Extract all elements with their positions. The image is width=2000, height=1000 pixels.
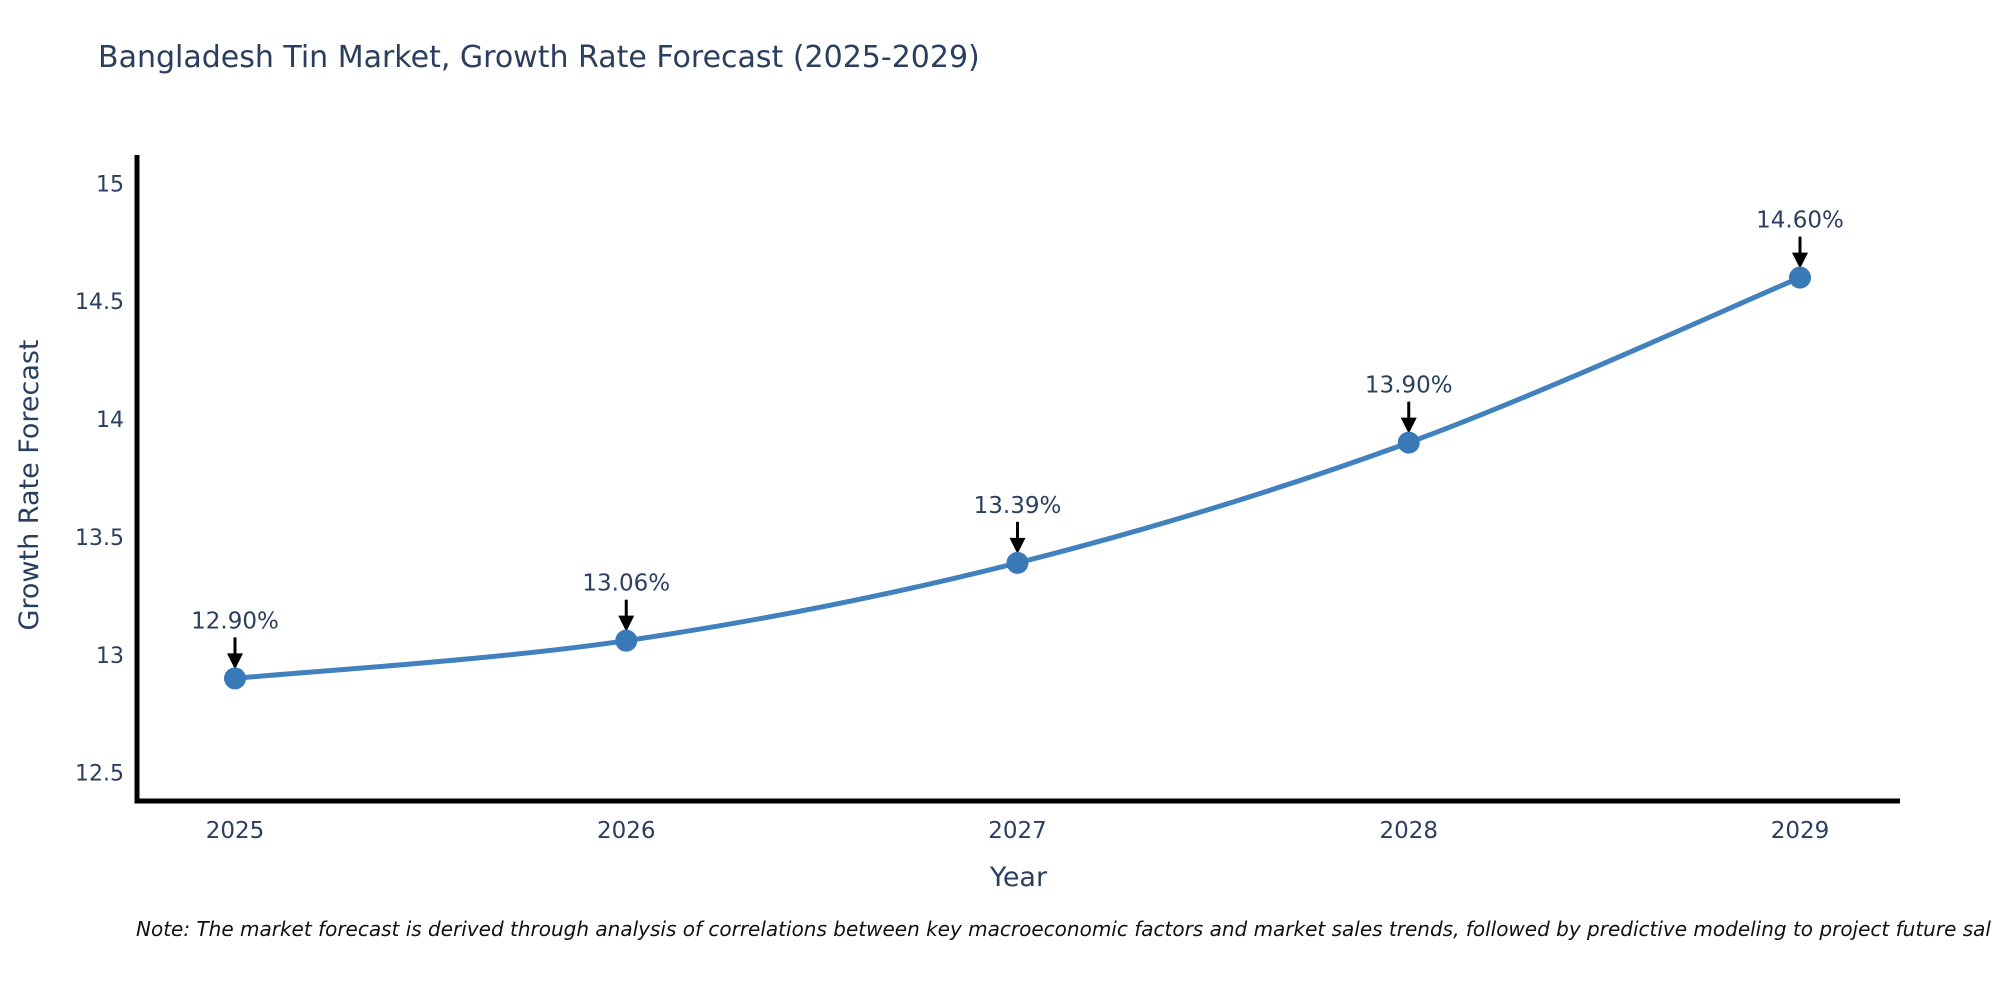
annotation-arrow-head-2027 bbox=[1009, 537, 1026, 554]
annotation-arrow-head-2028 bbox=[1400, 417, 1417, 434]
annotation-arrow-head-2026 bbox=[618, 615, 635, 632]
axis-lines bbox=[134, 155, 1900, 804]
x-tick-label-2026: 2026 bbox=[597, 818, 656, 844]
y-tick-label-15: 15 bbox=[96, 172, 124, 197]
x-tick-label-2025: 2025 bbox=[206, 818, 265, 844]
annotation-arrow-head-2029 bbox=[1792, 252, 1808, 269]
data-point-2029[interactable] bbox=[1789, 266, 1811, 289]
y-axis-title: Growth Rate Forecast bbox=[14, 339, 45, 630]
y-tick-label-13: 13 bbox=[96, 644, 124, 669]
x-tick-label-2029: 2029 bbox=[1771, 818, 1830, 844]
annotation-label-2029: 14.60% bbox=[1756, 208, 1844, 234]
y-tick-label-14: 14 bbox=[96, 408, 124, 433]
footnote: Note: The market forecast is derived thr… bbox=[136, 917, 1991, 941]
data-point-2028[interactable] bbox=[1397, 431, 1420, 454]
y-tick-label-12.5: 12.5 bbox=[75, 762, 124, 787]
annotation-arrow-head-2025 bbox=[227, 653, 243, 670]
x-axis-title: Year bbox=[989, 862, 1048, 893]
chart-title: Bangladesh Tin Market, Growth Rate Forec… bbox=[98, 40, 980, 75]
data-point-2026[interactable] bbox=[615, 629, 638, 652]
annotation-label-2025: 12.90% bbox=[191, 608, 279, 634]
annotation-label-2027: 13.39% bbox=[974, 493, 1062, 519]
x-tick-label-2028: 2028 bbox=[1379, 818, 1438, 844]
x-tick-label-2027: 2027 bbox=[988, 818, 1047, 844]
series-line bbox=[232, 275, 1803, 681]
data-point-2027[interactable] bbox=[1006, 551, 1029, 574]
y-tick-label-13.5: 13.5 bbox=[75, 526, 124, 551]
annotation-label-2028: 13.90% bbox=[1365, 373, 1453, 399]
annotation-label-2026: 13.06% bbox=[582, 571, 670, 597]
y-tick-label-14.5: 14.5 bbox=[75, 290, 124, 315]
data-point-2025[interactable] bbox=[224, 667, 246, 690]
